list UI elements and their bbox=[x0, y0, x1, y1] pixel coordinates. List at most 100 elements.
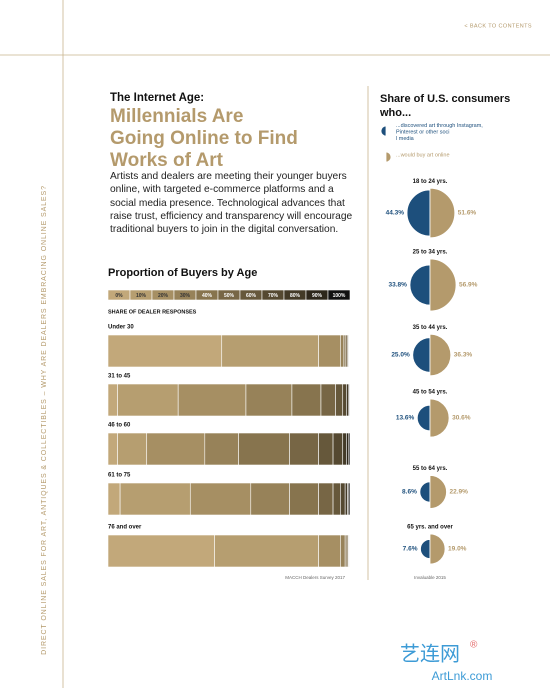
bar-segment bbox=[250, 482, 290, 516]
legend-label: 20% bbox=[158, 293, 169, 299]
legend-label: ...would buy art online bbox=[396, 152, 450, 158]
category-label: Under 30 bbox=[108, 325, 134, 331]
category-label: 61 to 75 bbox=[108, 473, 131, 479]
legend-label: 10% bbox=[136, 293, 147, 299]
bar-segment bbox=[291, 383, 322, 417]
watermark-mark: ® bbox=[470, 640, 478, 651]
title-line: Works of Art bbox=[110, 150, 224, 171]
half-circle bbox=[429, 333, 452, 377]
category-label: 55 to 64 yrs. bbox=[413, 466, 448, 472]
bar-segment bbox=[348, 482, 351, 516]
value-label: 51.6% bbox=[458, 210, 477, 217]
half-circle bbox=[419, 481, 431, 503]
category-label: 18 to 24 yrs. bbox=[413, 179, 448, 185]
category-label: 46 to 60 bbox=[108, 423, 131, 429]
bar-segment bbox=[340, 482, 346, 516]
bar-segment bbox=[221, 334, 319, 368]
bar-segment bbox=[204, 432, 239, 466]
value-label: 36.3% bbox=[454, 352, 473, 359]
bar-segment bbox=[177, 383, 247, 417]
category-label: 65 yrs. and over bbox=[407, 525, 453, 531]
bar-segment bbox=[245, 383, 293, 417]
bar-segment bbox=[332, 432, 344, 466]
chart-subtitle: SHARE OF DEALER RESPONSES bbox=[108, 309, 197, 315]
bar-segment bbox=[107, 334, 223, 368]
bar-segment bbox=[320, 383, 336, 417]
source: Invaluable 2015 bbox=[414, 575, 446, 580]
bar-segment bbox=[335, 383, 344, 417]
half-circle bbox=[409, 264, 431, 306]
half-circle bbox=[429, 258, 457, 312]
bar-segment bbox=[107, 534, 215, 568]
bar-segment bbox=[346, 432, 350, 466]
value-label: 44.3% bbox=[386, 210, 405, 217]
legend-label: ...discovered art through Instagram, Pint… bbox=[396, 123, 483, 142]
source: MACCH Dealers Survey 2017 bbox=[285, 575, 345, 580]
bar-segment bbox=[238, 432, 290, 466]
half-circle bbox=[380, 125, 387, 137]
legend-label: 80% bbox=[290, 293, 301, 299]
bar-segment bbox=[340, 534, 346, 568]
bar-segment bbox=[289, 482, 319, 516]
bar-segment bbox=[146, 432, 206, 466]
legend-label: 100% bbox=[333, 293, 346, 299]
bar-segment bbox=[318, 534, 341, 568]
legend-label: 60% bbox=[246, 293, 257, 299]
category-label: 76 and over bbox=[108, 525, 142, 531]
title-line: Millennials Are bbox=[110, 106, 243, 127]
bar-segment bbox=[289, 432, 319, 466]
bar-segment bbox=[107, 383, 118, 417]
legend-label: 0% bbox=[115, 293, 123, 299]
half-circle bbox=[420, 539, 431, 559]
half-circle bbox=[412, 337, 431, 373]
bar-segment bbox=[119, 482, 191, 516]
watermark-url: ArtLnk.com bbox=[432, 669, 493, 683]
sidebar-text: DIRECT ONLINE SALES FOR ART, ANTIQUES & … bbox=[41, 185, 48, 655]
value-label: 22.9% bbox=[450, 489, 469, 496]
bar-segment bbox=[332, 482, 341, 516]
value-label: 7.6% bbox=[403, 546, 418, 553]
bar-segment bbox=[342, 383, 347, 417]
half-circle bbox=[406, 189, 431, 237]
bar-segment bbox=[348, 432, 351, 466]
category-label: 35 to 44 yrs. bbox=[413, 325, 448, 331]
kicker: The Internet Age: bbox=[110, 92, 204, 104]
bar-segment bbox=[344, 482, 348, 516]
value-label: 56.9% bbox=[459, 282, 478, 289]
body-text: Artists and dealers are meeting their yo… bbox=[110, 171, 353, 236]
legend-label: 30% bbox=[180, 293, 191, 299]
bar-segment bbox=[318, 482, 334, 516]
bar-segment bbox=[117, 383, 179, 417]
bar-segment bbox=[189, 482, 252, 516]
bar-segment bbox=[214, 534, 319, 568]
category-label: 31 to 45 bbox=[108, 374, 131, 380]
half-circle bbox=[429, 187, 455, 239]
bar-segment bbox=[318, 432, 334, 466]
bar-segment bbox=[318, 334, 341, 368]
legend-label: 50% bbox=[224, 293, 235, 299]
watermark-name: 艺连网 bbox=[400, 642, 460, 665]
half-circle bbox=[429, 475, 447, 509]
bar-segment bbox=[117, 432, 148, 466]
legend-label: 90% bbox=[312, 293, 323, 299]
value-label: 8.6% bbox=[402, 489, 417, 496]
category-label: 25 to 34 yrs. bbox=[413, 250, 448, 256]
half-circle bbox=[416, 404, 431, 432]
half-circle bbox=[385, 151, 392, 163]
value-label: 30.6% bbox=[452, 415, 471, 422]
legend-label: 40% bbox=[202, 293, 213, 299]
value-label: 19.0% bbox=[448, 546, 467, 553]
bar-segment bbox=[107, 482, 121, 516]
half-circle bbox=[429, 533, 446, 565]
chart-title: Proportion of Buyers by Age bbox=[108, 267, 257, 279]
chart-title: Share of U.S. consumers who... bbox=[379, 93, 510, 119]
legend-label: 70% bbox=[268, 293, 279, 299]
legend-swatch bbox=[327, 289, 351, 301]
bar-segment bbox=[340, 334, 345, 368]
bar-segment bbox=[107, 432, 118, 466]
back-link[interactable]: < BACK TO CONTENTS bbox=[464, 23, 532, 29]
category-label: 45 to 54 yrs. bbox=[413, 389, 448, 395]
bar-segment bbox=[342, 432, 347, 466]
